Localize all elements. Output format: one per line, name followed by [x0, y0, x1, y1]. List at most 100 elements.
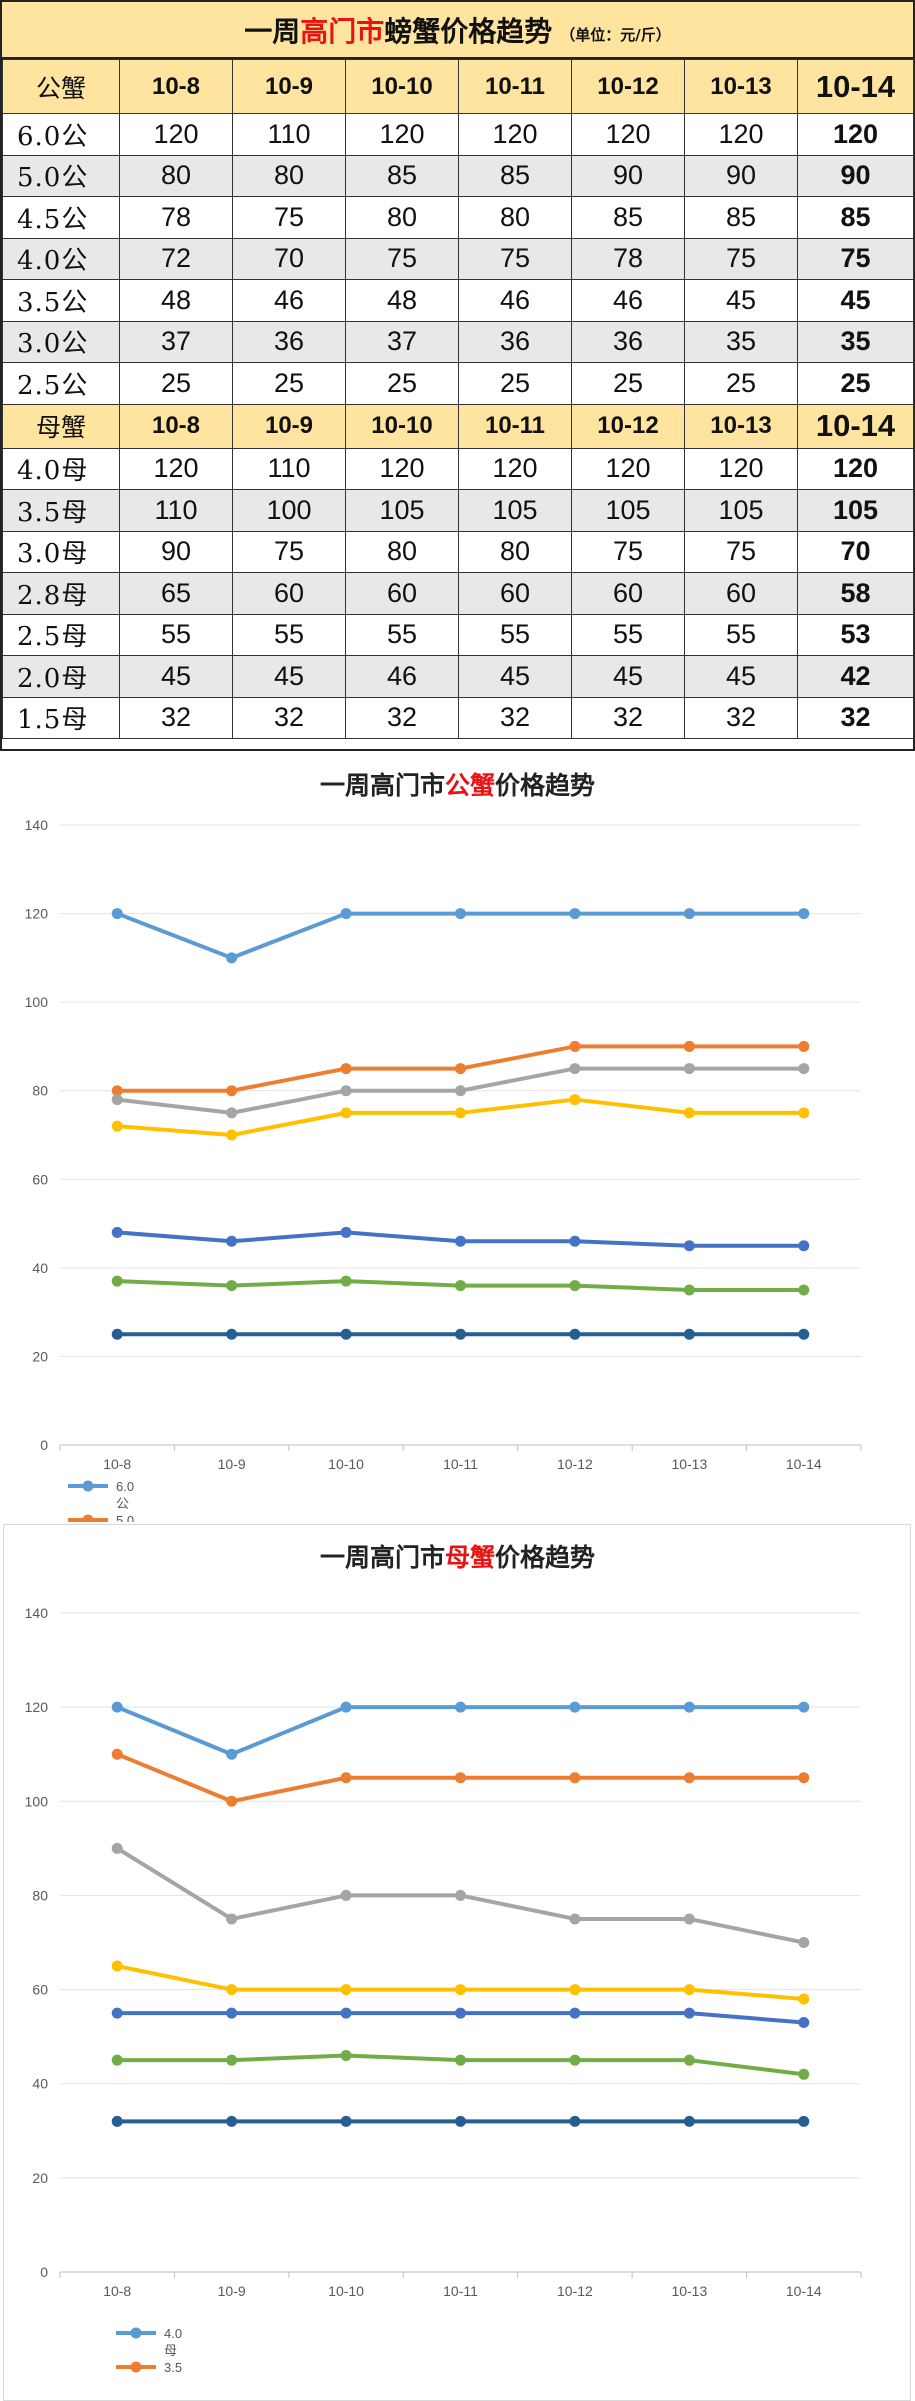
table-price-cell: 75: [797, 237, 914, 280]
data-point: [798, 1993, 810, 2005]
data-point: [226, 2007, 238, 2019]
data-point: [340, 1772, 352, 1784]
data-point: [340, 1701, 352, 1713]
table-header-date: 10-9: [232, 59, 346, 114]
data-point: [569, 1772, 581, 1784]
table-price-cell: 80: [345, 196, 459, 239]
table-price-cell: 80: [232, 154, 346, 197]
table-spec-cell: 3.0公: [2, 320, 120, 363]
table-row: 3.0公 37 36 37 36 36 35 35: [2, 320, 914, 363]
table-price-cell: 32: [458, 696, 572, 739]
table-price-cell: 55: [232, 613, 346, 656]
data-point: [683, 908, 695, 920]
table-price-cell: 80: [458, 530, 572, 573]
table-header-date: 10-13: [684, 403, 798, 449]
table-price-cell: 25: [119, 362, 233, 405]
data-point: [226, 1107, 238, 1119]
data-point: [569, 1913, 581, 1925]
table-header-date: 10-8: [119, 59, 233, 114]
x-tick-label: 10-9: [218, 1456, 246, 1472]
data-point: [683, 1328, 695, 1340]
table-price-cell: 60: [345, 572, 459, 615]
table-price-cell: 55: [684, 613, 798, 656]
table-price-cell: 75: [232, 530, 346, 573]
data-point: [683, 1984, 695, 1996]
data-point: [798, 1701, 810, 1713]
table-price-cell: 25: [684, 362, 798, 405]
data-point: [111, 1701, 123, 1713]
y-tick-label: 20: [32, 2170, 48, 2186]
x-tick-label: 10-12: [557, 2283, 593, 2299]
legend-label: 6.0: [116, 1479, 134, 1494]
table-price-cell: 75: [458, 237, 572, 280]
legend-label: 3.5: [164, 2360, 182, 2375]
data-point: [340, 1226, 352, 1238]
y-tick-label: 120: [25, 906, 49, 922]
data-point: [683, 1063, 695, 1075]
table-header-date: 10-10: [345, 59, 459, 114]
data-point: [111, 2054, 123, 2066]
table-spec-cell: 3.5公: [2, 279, 120, 322]
data-point: [340, 2115, 352, 2127]
data-point: [111, 1094, 123, 1106]
table-row: 6.0公 120 110 120 120 120 120 120: [2, 113, 914, 156]
data-point: [798, 1328, 810, 1340]
data-point: [340, 1063, 352, 1075]
table-price-cell: 120: [458, 113, 572, 156]
legend-swatch-marker: [82, 1514, 94, 1522]
table-spec-cell: 2.8母: [2, 572, 120, 615]
x-tick-label: 10-8: [103, 1456, 131, 1472]
table-header-date: 10-12: [571, 403, 685, 449]
data-point: [226, 2054, 238, 2066]
table-spec-cell: 2.0母: [2, 655, 120, 698]
table-price-cell: 105: [571, 489, 685, 532]
data-point: [455, 1280, 466, 1292]
table-price-cell: 85: [458, 154, 572, 197]
data-point: [111, 1960, 123, 1972]
data-point: [340, 2049, 352, 2061]
table-price-cell: 105: [345, 489, 459, 532]
table-price-cell: 120: [684, 113, 798, 156]
table-row: 2.0母 45 45 46 45 45 45 42: [2, 655, 914, 698]
table-price-cell: 120: [797, 113, 914, 156]
data-point: [455, 1107, 466, 1119]
table-price-cell: 45: [684, 655, 798, 698]
data-point: [111, 2115, 123, 2127]
table-price-cell: 55: [458, 613, 572, 656]
table-spec-cell: 5.0公: [2, 154, 120, 197]
table-price-cell: 32: [119, 696, 233, 739]
table-price-cell: 120: [571, 447, 685, 490]
table-price-cell: 45: [571, 655, 685, 698]
table-price-cell: 46: [232, 279, 346, 322]
data-point: [111, 1842, 123, 1854]
table-price-cell: 110: [232, 113, 346, 156]
table-spec-cell: 1.5母: [2, 696, 120, 739]
data-point: [455, 908, 466, 920]
data-point: [683, 1284, 695, 1296]
price-table: 一周高门市螃蟹价格趋势 （单位：元/斤） 公蟹 10-8 10-9 10-10 10-1…: [0, 0, 915, 751]
table-header-date: 10-12: [571, 59, 685, 114]
data-point: [683, 1913, 695, 1925]
table-price-cell: 120: [119, 113, 233, 156]
data-point: [798, 1937, 810, 1948]
table-spec-cell: 3.5母: [2, 489, 120, 532]
y-tick-label: 0: [40, 1437, 48, 1453]
table-price-cell: 75: [232, 196, 346, 239]
data-point: [455, 1063, 466, 1075]
table-price-cell: 32: [571, 696, 685, 739]
data-point: [340, 1984, 352, 1996]
y-tick-label: 140: [25, 817, 49, 833]
data-point: [569, 1984, 581, 1996]
y-tick-label: 80: [32, 1083, 48, 1099]
table-price-cell: 58: [797, 572, 914, 615]
table-price-cell: 85: [571, 196, 685, 239]
y-tick-label: 140: [25, 1605, 49, 1621]
data-point: [111, 1275, 123, 1287]
data-point: [340, 2007, 352, 2019]
table-spec-cell: 4.5公: [2, 196, 120, 239]
series-line: [115, 1705, 806, 1757]
table-price-cell: 55: [345, 613, 459, 656]
data-point: [569, 2054, 581, 2066]
table-price-cell: 32: [232, 696, 346, 739]
female-header-row: 母蟹 10-8 10-9 10-10 10-11 10-12 10-13 10-14: [2, 403, 914, 449]
